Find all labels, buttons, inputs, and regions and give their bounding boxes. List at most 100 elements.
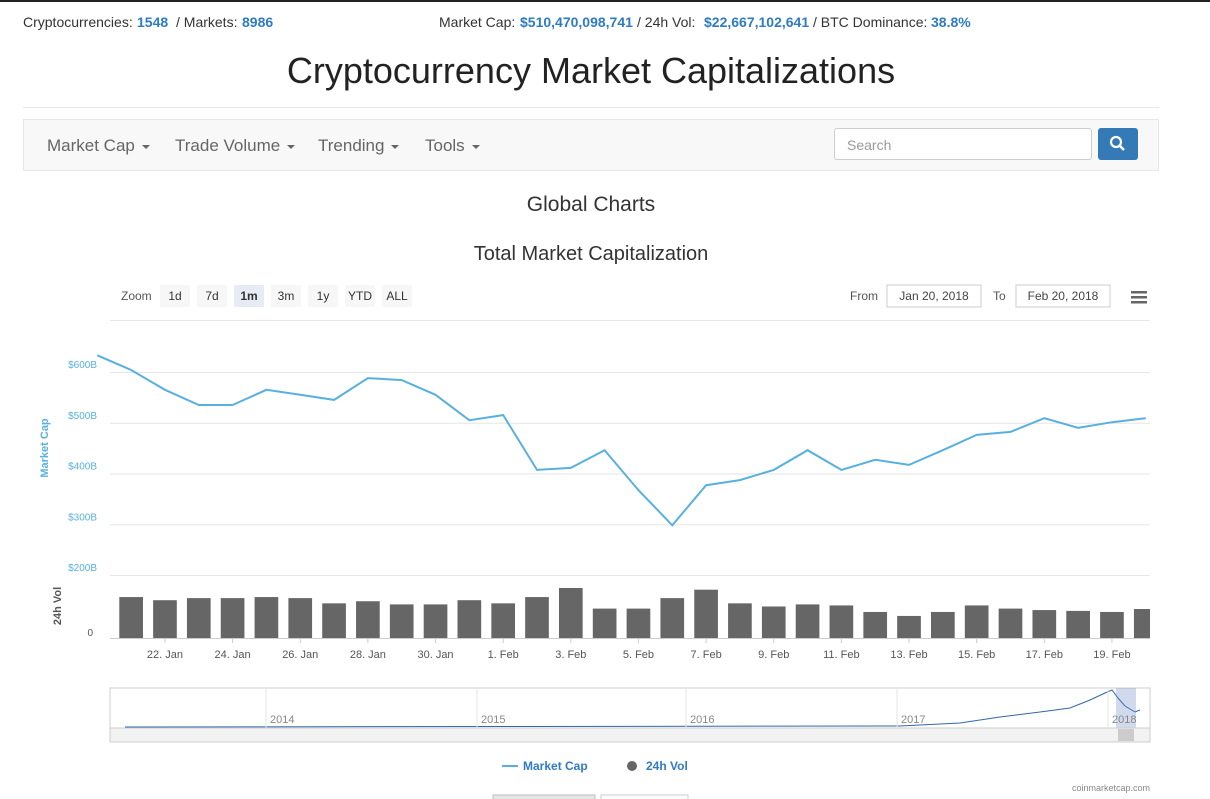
x-tick-label: 3. Feb — [555, 649, 586, 661]
zoom-button[interactable] — [382, 285, 412, 307]
nav-item[interactable]: Tools — [425, 136, 480, 156]
legend-swatch — [627, 761, 637, 771]
zoom-button[interactable] — [308, 285, 338, 307]
stat-label: / 24h Vol: — [637, 14, 696, 30]
y-axis-title: Market Cap — [39, 418, 51, 478]
legend-label[interactable]: 24h Vol — [646, 759, 688, 773]
zoom-button-label: 1m — [240, 289, 257, 303]
nav-item[interactable]: Market Cap — [47, 136, 150, 156]
volume-bar — [525, 597, 549, 638]
volume-bar — [1133, 609, 1150, 638]
volume-bar — [795, 604, 820, 638]
volume-bar — [558, 588, 583, 638]
stat-value[interactable]: 1548 — [137, 14, 169, 30]
x-tick-label: 7. Feb — [691, 649, 722, 661]
navigator-year: 2016 — [690, 714, 714, 726]
volume-bar — [423, 604, 448, 638]
y-tick-label: $500B — [68, 411, 97, 422]
divider — [23, 107, 1159, 108]
button[interactable] — [492, 794, 596, 799]
volume-bar — [389, 604, 414, 638]
stat-value: $510,470,098,741 — [520, 14, 633, 30]
volume-bar — [153, 600, 177, 638]
stat-label: Market Cap: — [439, 14, 516, 30]
navigator-year: 2018 — [1112, 714, 1136, 726]
stat-value: $22,667,102,641 — [704, 14, 810, 30]
stats-bar: Cryptocurrencies: 1548 / Markets: 8986 M… — [0, 0, 1210, 40]
chart-title: Total Market Capitalization — [474, 243, 709, 265]
scroll-thumb[interactable] — [1118, 729, 1134, 741]
volume-bar — [694, 589, 718, 638]
button[interactable] — [600, 794, 689, 799]
zoom-button[interactable] — [160, 285, 190, 307]
x-tick-label: 9. Feb — [758, 649, 789, 661]
navigator-window[interactable] — [1116, 688, 1136, 728]
search-button[interactable] — [1098, 128, 1138, 160]
nav-item[interactable]: Trending — [318, 136, 399, 156]
stat-label: / Markets: — [176, 14, 238, 30]
volume-bar — [1066, 610, 1090, 638]
navigator-year: 2015 — [481, 714, 505, 726]
navigator-year: 2014 — [270, 714, 294, 726]
to-date: Feb 20, 2018 — [1028, 289, 1099, 303]
y2-axis-title: 24h Vol — [52, 587, 64, 625]
y-tick-label: $300B — [68, 512, 97, 523]
zoom-button[interactable] — [234, 285, 264, 307]
volume-bar — [897, 615, 921, 638]
volume-bar — [322, 603, 346, 638]
volume-bar — [491, 603, 516, 638]
volume-bar — [728, 603, 752, 638]
volume-bar — [626, 608, 651, 638]
nav-item[interactable]: Trade Volume — [175, 136, 295, 156]
volume-bar — [964, 605, 989, 638]
stat-label: / BTC Dominance: — [813, 14, 928, 30]
legend-label[interactable]: Market Cap — [523, 759, 588, 773]
navbar: Market Cap Trade Volume Trending Tools S… — [23, 119, 1159, 171]
volume-bar — [288, 598, 313, 638]
to-input[interactable] — [1015, 284, 1111, 308]
section-title: Global Charts — [527, 193, 655, 216]
zoom-button-label: 3m — [278, 289, 295, 303]
to-label: To — [993, 289, 1006, 303]
menu-icon[interactable] — [1131, 291, 1147, 304]
scrollbar[interactable] — [109, 727, 1151, 743]
volume-bar — [592, 608, 617, 638]
x-tick-label: 24. Jan — [215, 649, 251, 661]
y-tick-label: $400B — [68, 462, 97, 473]
stat-value[interactable]: 8986 — [242, 14, 274, 30]
x-tick-label: 13. Feb — [890, 649, 927, 661]
x-tick-label: 11. Feb — [823, 649, 860, 661]
zoom-button-label: 1y — [317, 289, 330, 303]
volume-bar — [931, 611, 955, 638]
navigator-year: 2017 — [901, 714, 925, 726]
zoom-button[interactable] — [197, 285, 227, 307]
from-input[interactable] — [886, 284, 982, 308]
zoom-label: Zoom — [121, 289, 152, 303]
zoom-button-label: 1d — [168, 289, 181, 303]
volume-bar — [254, 597, 279, 638]
volume-bar — [1032, 610, 1057, 638]
y2-tick-label: 0 — [87, 628, 93, 639]
market-cap-line — [96, 354, 1146, 527]
x-tick-label: 17. Feb — [1026, 649, 1063, 661]
search-icon — [1109, 135, 1125, 151]
zoom-button-label: ALL — [386, 289, 408, 303]
x-tick-label: 22. Jan — [147, 649, 183, 661]
stat-value: 38.8% — [931, 14, 971, 30]
zoom-button[interactable] — [345, 285, 375, 307]
volume-bar — [660, 598, 685, 638]
zoom-button[interactable] — [271, 285, 301, 307]
x-tick-label: 19. Feb — [1093, 649, 1130, 661]
credit[interactable]: coinmarketcap.com — [1072, 783, 1150, 793]
chart: Global Charts Total Market Capitalizatio… — [39, 193, 1151, 799]
zoom-button-label: 7d — [205, 289, 218, 303]
x-tick-label: 26. Jan — [282, 649, 318, 661]
search-input[interactable]: Search — [834, 128, 1092, 160]
volume-bar — [863, 611, 888, 638]
x-tick-label: 1. Feb — [488, 649, 519, 661]
navigator-line — [124, 689, 1141, 728]
x-tick-label: 15. Feb — [958, 649, 995, 661]
y-tick-label: $200B — [68, 563, 97, 574]
volume-bar — [220, 598, 245, 638]
